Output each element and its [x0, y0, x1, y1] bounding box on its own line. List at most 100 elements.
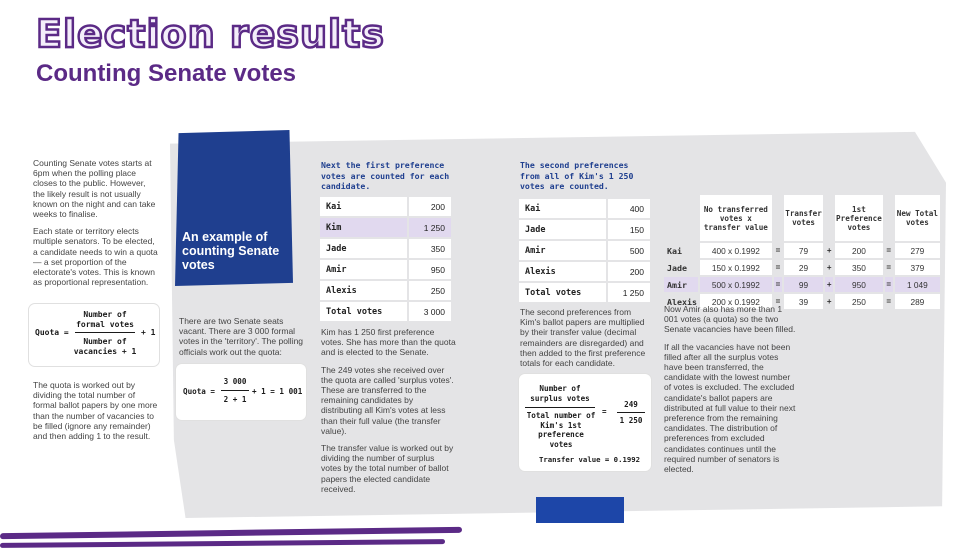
decorative-stripe: [0, 526, 463, 540]
plus-sign: +: [826, 297, 832, 306]
candidate-name: Jade: [519, 220, 606, 239]
plus-sign: +: [825, 277, 834, 292]
equals-sign: =: [775, 263, 781, 272]
intro-text: Counting Senate votes starts at 6pm when…: [33, 158, 158, 294]
intro-paragraph: Each state or territory elects multiple …: [33, 226, 158, 288]
table-row: Kai 200: [320, 197, 451, 216]
table-row-total: Total votes 3 000: [320, 302, 451, 321]
table-row: Kai 400: [519, 199, 650, 218]
candidate-name: Alexis: [519, 262, 606, 281]
column-header: Transfer votes: [784, 195, 824, 241]
transfer-cell: 29: [784, 260, 824, 275]
table-row-highlight: Amir 500 x 0.1992 = 99 + 950 = 1 049: [664, 277, 940, 292]
table-row-highlight: Kim 1 250: [320, 218, 451, 237]
equals-sign: =: [773, 277, 783, 292]
example-quota-label: Quota =: [183, 387, 216, 396]
conclusion-paragraph: Now Amir also has more than 1 001 votes …: [664, 304, 796, 335]
transfer-cell: 39: [784, 294, 824, 309]
table-row: Alexis 250: [320, 281, 451, 300]
surplus-number: 249: [624, 400, 638, 409]
table-header-row: No transferred votes x transfer value Tr…: [664, 195, 940, 241]
candidate-name: Kai: [519, 199, 606, 218]
calc-cell: 150 x 0.1992: [699, 260, 772, 275]
first-prefs-heading: Next the first preference votes are coun…: [321, 160, 450, 191]
plus-sign: +: [826, 246, 832, 255]
candidate-name: Amir: [519, 241, 606, 260]
vote-count: 200: [607, 262, 650, 281]
first-prefs-paragraph: The 249 votes she received over the quot…: [321, 364, 454, 436]
transfer-cell: 79: [784, 243, 824, 258]
fraction-bar: [617, 412, 645, 413]
decorative-tab: [536, 497, 624, 523]
second-prefs-text: The second preferences from Kim's ballot…: [520, 307, 646, 369]
first-prefs-text: Kim has 1 250 first preference votes. Sh…: [321, 327, 456, 501]
vote-count: 1 250: [408, 218, 451, 237]
example-denominator: 2 + 1: [223, 395, 247, 404]
candidate-name: Alexis: [320, 281, 407, 300]
calc-cell: 500 x 0.1992: [699, 277, 772, 292]
first-prefs-table: Kai 200 Kim 1 250 Jade 350 Amir 950 Alexis 25…: [318, 195, 453, 323]
total-count: 3 000: [408, 302, 451, 321]
candidate-name: Alexis: [667, 296, 697, 307]
header-spacer: [885, 195, 893, 241]
second-prefs-table: Kai 400 Jade 150 Amir 500 Alexis 200 Total v…: [517, 197, 652, 304]
plus-sign: +: [826, 263, 832, 272]
first-pref-cell: 950: [835, 277, 883, 292]
vote-count: 950: [408, 260, 451, 279]
equals-sign: =: [886, 263, 891, 272]
example-formula-box: Quota = 3 000 2 + 1 + 1 = 1 001: [176, 364, 306, 420]
quota-explanation: The quota is worked out by dividing the …: [33, 380, 158, 442]
total-number: 1 250: [619, 416, 643, 425]
vote-count: 200: [408, 197, 451, 216]
column-header: No transferred votes x transfer value: [699, 195, 772, 241]
new-total-cell: 1 049: [894, 277, 940, 292]
equals-sign: =: [775, 246, 781, 255]
candidate-name: Amir: [320, 260, 407, 279]
quota-plus: + 1: [141, 328, 156, 337]
header-spacer: [825, 195, 833, 241]
column-header: New Total votes: [894, 195, 940, 241]
calc-cell: 400 x 0.1992: [699, 243, 772, 258]
new-total-cell: 379: [894, 260, 940, 275]
table-row: Amir 950: [320, 260, 451, 279]
transfer-cell: 99: [784, 277, 824, 292]
example-card-title: An example of counting Senate votes: [182, 230, 280, 272]
first-prefs-paragraph: Kim has 1 250 first preference votes. Sh…: [321, 327, 456, 358]
conclusion-paragraph: If all the vacancies have not been fille…: [664, 341, 796, 475]
fraction-bar: [221, 390, 249, 391]
calc-cell: 200 x 0.1992: [699, 294, 772, 309]
page-subtitle: Counting Senate votes: [36, 60, 297, 87]
table-row: Jade 150: [519, 220, 650, 239]
total-kim-label: Total number of Kim's 1st preference vot…: [526, 411, 596, 449]
decorative-stripe: [0, 539, 446, 548]
equals-sign: =: [775, 297, 781, 306]
second-prefs-heading: The second preferences from all of Kim's…: [520, 160, 634, 191]
total-count: 1 250: [607, 283, 650, 302]
first-pref-cell: 350: [835, 260, 883, 275]
intro-paragraph: Counting Senate votes starts at 6pm when…: [33, 158, 156, 220]
total-label: Total votes: [320, 302, 407, 321]
vote-count: 500: [607, 241, 650, 260]
vote-count: 150: [607, 220, 650, 239]
quota-formula-box: Quota = Number of formal votes Number of…: [29, 304, 159, 366]
new-total-cell: 289: [894, 294, 940, 309]
equals-sign: =: [602, 407, 607, 416]
column-header: 1st Preference votes: [835, 195, 883, 241]
transfer-formula-box: Number of surplus votes Total number of …: [519, 374, 651, 471]
vote-count: 400: [607, 199, 650, 218]
candidate-name: Kim: [320, 218, 407, 237]
vote-count: 350: [408, 239, 451, 258]
equals-sign: =: [886, 297, 891, 306]
candidate-name: Amir: [664, 277, 698, 292]
equals-sign: =: [884, 277, 893, 292]
equals-sign: =: [886, 246, 891, 255]
fraction-bar: [525, 407, 595, 408]
total-label: Total votes: [519, 283, 606, 302]
table-row-total: Total votes 1 250: [519, 283, 650, 302]
table-row: Alexis 200: [519, 262, 650, 281]
example-card: [175, 130, 293, 286]
table-row: Jade 150 x 0.1992 = 29 + 350 = 379: [664, 260, 940, 275]
transfer-table: No transferred votes x transfer value Tr…: [662, 193, 942, 311]
first-pref-cell: 200: [835, 243, 883, 258]
new-total-cell: 279: [894, 243, 940, 258]
